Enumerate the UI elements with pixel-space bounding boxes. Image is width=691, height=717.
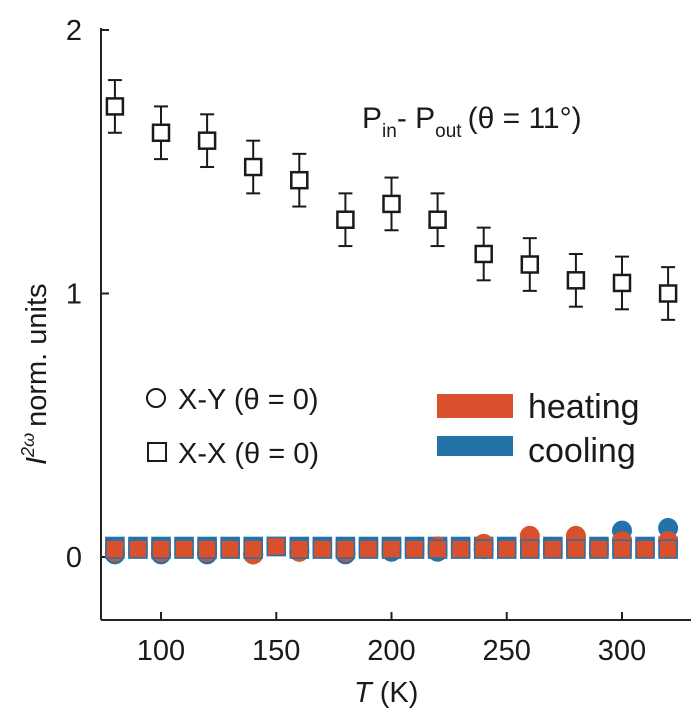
series-4: [106, 537, 677, 558]
data-point: [636, 540, 654, 558]
legend-cooling-swatch: [437, 436, 513, 456]
data-point: [175, 540, 193, 558]
x-tick-label: 300: [598, 635, 646, 667]
data-point: [613, 540, 631, 558]
x-tick-label: 150: [252, 635, 300, 667]
data-point: [522, 257, 538, 273]
legend-circle-marker: [147, 389, 165, 407]
data-point: [567, 540, 585, 558]
legend-square-marker: [148, 443, 166, 461]
data-point: [129, 540, 147, 558]
data-point: [291, 172, 307, 188]
data-point: [660, 286, 676, 302]
legend-square-label: X-X (θ = 0): [178, 438, 319, 470]
data-marks: [106, 80, 677, 563]
x-tick-label: 200: [367, 635, 415, 667]
data-point: [590, 540, 608, 558]
data-point: [430, 212, 446, 228]
data-point: [476, 246, 492, 262]
data-point: [245, 159, 261, 175]
series-0: [107, 80, 676, 320]
data-point: [198, 540, 216, 558]
color-legend: heating cooling: [437, 388, 640, 470]
data-point: [153, 125, 169, 141]
data-point: [544, 540, 562, 558]
data-point: [452, 540, 470, 558]
data-point: [106, 540, 124, 558]
data-point: [568, 272, 584, 288]
x-tick-label: 100: [137, 635, 185, 667]
data-point: [384, 196, 400, 212]
data-point: [521, 540, 539, 558]
data-point: [313, 540, 331, 558]
legend-heating-swatch: [437, 394, 513, 418]
data-point: [429, 540, 447, 558]
y-axis-label: I2ωnorm. units: [18, 283, 53, 465]
data-point: [359, 540, 377, 558]
legend-cooling-label: cooling: [528, 432, 636, 470]
legend-circle-label: X-Y (θ = 0): [178, 384, 319, 416]
data-point: [475, 540, 493, 558]
y-tick-label: 0: [66, 542, 82, 574]
data-point: [290, 540, 308, 558]
data-point: [244, 540, 262, 558]
data-point: [336, 540, 354, 558]
data-point: [152, 540, 170, 558]
data-point: [406, 540, 424, 558]
data-point: [498, 540, 516, 558]
data-point: [383, 540, 401, 558]
marker-legend: X-Y (θ = 0) X-X (θ = 0): [147, 384, 319, 470]
data-point: [107, 98, 123, 114]
y-tick-label: 1: [66, 279, 82, 311]
legend-heating-label: heating: [528, 388, 640, 426]
data-point: [659, 540, 677, 558]
annotation: Pin- Pout (θ = 11°): [362, 102, 582, 142]
data-point: [221, 540, 239, 558]
x-axis-label: T (K): [354, 677, 418, 709]
data-point: [199, 133, 215, 149]
data-point: [614, 275, 630, 291]
data-point: [267, 537, 285, 555]
data-point: [337, 212, 353, 228]
y-tick-label: 2: [66, 15, 82, 47]
x-tick-label: 250: [483, 635, 531, 667]
